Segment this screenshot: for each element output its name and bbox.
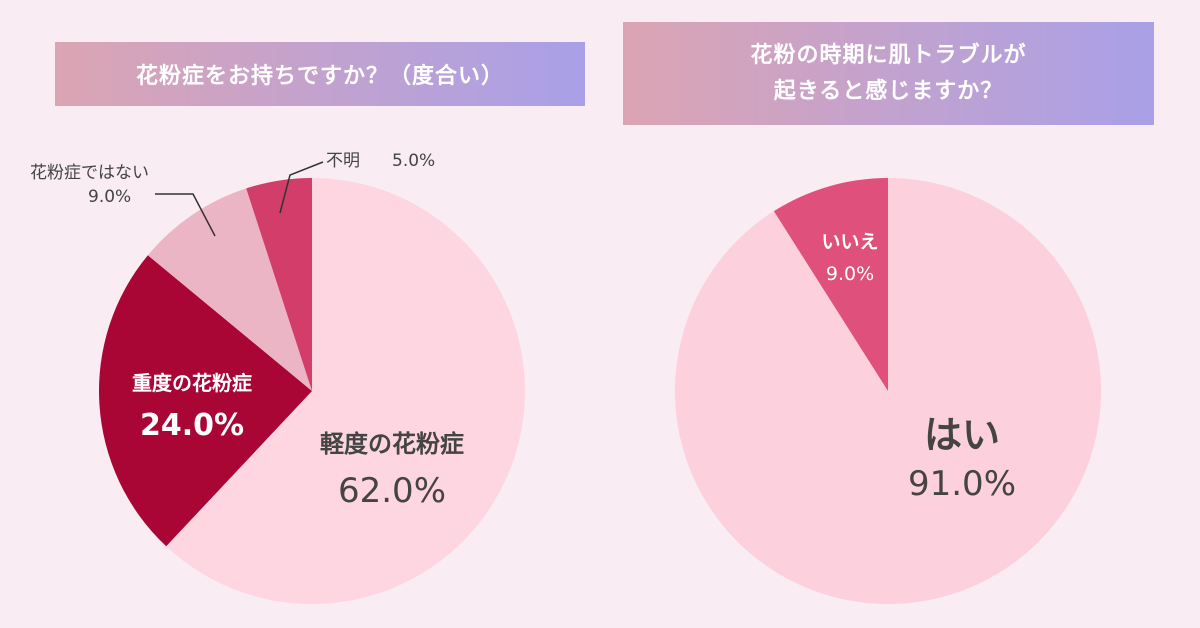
label-not-hayfever-name: 花粉症ではない (30, 163, 149, 183)
slice-mild-hayfever (166, 178, 526, 604)
slice-severe-hayfever (98, 255, 312, 547)
label-no-value: 9.0% (826, 263, 874, 285)
right-chart-title-line-1: 花粉の時期に肌トラブルが (750, 42, 1027, 68)
label-unknown-value: 5.0% (392, 151, 435, 171)
pie-chart-skin-trouble (675, 178, 1101, 604)
right-chart-title: 花粉の時期に肌トラブルが 起きると感じますか？ (623, 22, 1154, 125)
slice-not-hayfever (147, 188, 312, 391)
leader-line-unknown (279, 161, 324, 214)
label-unknown-name: 不明 (326, 151, 360, 171)
pie-chart-severity (98, 178, 526, 604)
label-yes-name: はい (924, 413, 1000, 457)
left-chart-title: 花粉症をお持ちですか？（度合い） (55, 42, 585, 106)
left-chart-title-text: 花粉症をお持ちですか？（度合い） (135, 64, 504, 89)
label-severe-value: 24.0% (140, 408, 244, 443)
label-severe-name: 重度の花粉症 (132, 371, 252, 395)
right-chart-title-line-2: 起きると感じますか？ (773, 78, 1004, 104)
label-mild-value: 62.0% (338, 471, 446, 511)
label-mild-name: 軽度の花粉症 (320, 430, 464, 458)
slice-unknown (246, 178, 312, 391)
leader-line-not-hayfever (155, 193, 216, 237)
label-no-name: いいえ (821, 231, 878, 253)
label-yes-value: 91.0% (908, 464, 1016, 504)
label-not-hayfever-value: 9.0% (88, 187, 131, 207)
slice-no (773, 178, 888, 391)
